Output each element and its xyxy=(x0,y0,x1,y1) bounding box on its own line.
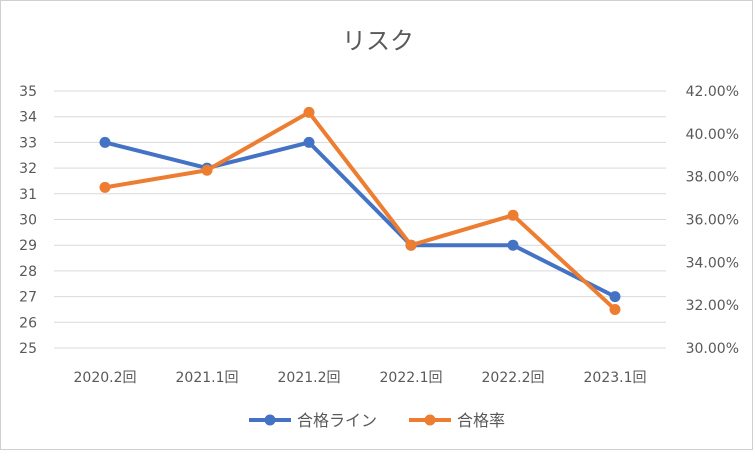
data-point xyxy=(609,303,621,315)
gridlines xyxy=(54,90,666,349)
x-tick-label: 2022.2回 xyxy=(482,370,545,386)
legend-swatch-marker xyxy=(264,414,276,426)
series-合格率 xyxy=(99,106,621,315)
left-tick-label: 31 xyxy=(19,187,37,203)
data-point xyxy=(507,209,519,221)
series-line xyxy=(103,140,617,299)
left-tick-label: 30 xyxy=(19,213,37,229)
legend-swatch-marker xyxy=(424,414,436,426)
legend-item: 合格率 xyxy=(409,411,505,430)
left-tick-label: 35 xyxy=(19,84,37,100)
chart-frame: リスク 25 26 27 28 29 30 31 32 33 34 35 30.00% 32.00% 3… xyxy=(0,0,753,450)
legend-label: 合格率 xyxy=(457,411,505,430)
right-tick-label: 34.00% xyxy=(686,255,739,271)
legend-item: 合格ライン xyxy=(249,411,377,430)
right-tick-label: 38.00% xyxy=(686,170,739,186)
x-tick-label: 2021.1回 xyxy=(176,370,239,386)
series-layer xyxy=(99,106,621,315)
x-tick-label: 2021.2回 xyxy=(278,370,341,386)
left-tick-label: 29 xyxy=(19,238,37,254)
legend-label: 合格ライン xyxy=(297,411,377,430)
right-axis-ticks: 30.00% 32.00% 34.00% 36.00% 38.00% 40.00% 42.0… xyxy=(686,84,739,357)
data-point xyxy=(609,291,621,303)
left-tick-label: 33 xyxy=(19,135,37,151)
right-tick-label: 32.00% xyxy=(686,298,739,314)
legend: 合格ライン 合格率 xyxy=(249,411,505,430)
data-point xyxy=(303,136,315,148)
x-tick-label: 2020.2回 xyxy=(74,370,137,386)
data-point xyxy=(99,136,111,148)
left-tick-label: 27 xyxy=(19,290,37,306)
data-point xyxy=(507,239,519,251)
left-tick-label: 32 xyxy=(19,161,37,177)
series-line xyxy=(103,110,617,312)
data-point xyxy=(201,164,213,176)
right-tick-label: 42.00% xyxy=(686,84,739,100)
left-tick-label: 28 xyxy=(19,264,37,280)
left-tick-label: 26 xyxy=(19,315,37,331)
right-tick-label: 30.00% xyxy=(686,341,739,357)
left-tick-label: 25 xyxy=(19,341,37,357)
left-axis-ticks: 25 26 27 28 29 30 31 32 33 34 35 xyxy=(19,84,37,357)
x-tick-label: 2023.1回 xyxy=(584,370,647,386)
right-tick-label: 36.00% xyxy=(686,213,739,229)
right-tick-label: 40.00% xyxy=(686,127,739,143)
data-point xyxy=(99,181,111,193)
data-point xyxy=(303,106,315,118)
x-axis-ticks: 2020.2回 2021.1回 2021.2回 2022.1回 2022.2回 2023.… xyxy=(74,370,647,386)
left-tick-label: 34 xyxy=(19,110,37,126)
data-point xyxy=(405,239,417,251)
x-tick-label: 2022.1回 xyxy=(380,370,443,386)
chart-title: リスク xyxy=(342,27,414,55)
